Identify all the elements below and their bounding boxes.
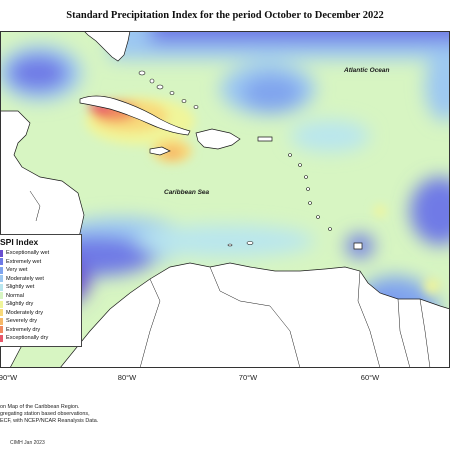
lon-label-90w: 90°W <box>0 373 18 382</box>
legend-item: Extremely wet <box>0 258 78 267</box>
spi-legend: SPI Index Exceptionally wet Extremely wet… <box>0 234 82 347</box>
trinidad-land <box>353 242 363 250</box>
legend-item: Very wet <box>0 266 78 275</box>
lon-label-80w: 80°W <box>117 373 137 382</box>
legend-swatch <box>0 275 3 283</box>
legend-items: Exceptionally wet Extremely wet Very wet Mo… <box>0 249 78 343</box>
legend-item: Moderately wet <box>0 275 78 284</box>
legend-item: Moderately dry <box>0 309 78 318</box>
puerto-rico-land <box>257 136 273 142</box>
credit-line: ECF, with NCEP/NCAR Reanalysis Data. <box>0 418 99 424</box>
legend-swatch <box>0 309 3 317</box>
legend-label: Exceptionally dry <box>6 335 49 342</box>
legend-item: Extremely dry <box>0 326 78 335</box>
south-america-land <box>59 262 450 368</box>
legend-item: Slightly dry <box>0 300 78 309</box>
legend-swatch <box>0 317 3 325</box>
hispaniola-land <box>195 128 241 150</box>
legend-label: Slightly dry <box>6 301 34 308</box>
map-title: Standard Precipitation Index for the per… <box>66 10 384 21</box>
legend-label: Very wet <box>6 267 28 274</box>
lon-label-60w: 60°W <box>360 373 380 382</box>
credit-line: gregating station based observations, <box>0 411 90 417</box>
legend-swatch <box>0 326 3 334</box>
legend-label: Exceptionally wet <box>6 250 50 257</box>
atlantic-ocean-label: Atlantic Ocean <box>343 67 390 74</box>
legend-item: Exceptionally dry <box>0 334 78 343</box>
legend-swatch <box>0 292 3 300</box>
legend-swatch <box>0 249 3 257</box>
legend-label: Normal <box>6 292 25 299</box>
legend-swatch <box>0 283 3 291</box>
footer-text: CIMH Jan 2023 <box>10 440 45 446</box>
legend-swatch <box>0 300 3 308</box>
cuba-land <box>79 95 191 136</box>
legend-label: Moderately dry <box>6 309 43 316</box>
legend-item: Severely dry <box>0 317 78 326</box>
credit-line: on Map of the Caribbean Region. <box>0 404 80 410</box>
lon-label-70w: 70°W <box>238 373 258 382</box>
jamaica-land <box>149 146 171 156</box>
map-credits: on Map of the Caribbean Region. gregatin… <box>0 404 98 425</box>
legend-label: Severely dry <box>6 318 38 325</box>
legend-item: Slightly wet <box>0 283 78 292</box>
legend-swatch <box>0 266 3 274</box>
legend-label: Extremely dry <box>6 326 41 333</box>
legend-label: Slightly wet <box>6 284 35 291</box>
caribbean-sea-label: Caribbean Sea <box>164 189 210 196</box>
small-islands <box>138 70 332 247</box>
country-borders <box>29 190 431 368</box>
legend-title: SPI Index <box>0 237 39 247</box>
legend-item: Exceptionally wet <box>0 249 78 258</box>
legend-label: Moderately wet <box>6 275 44 282</box>
florida-land <box>83 31 131 62</box>
legend-swatch <box>0 258 3 266</box>
legend-swatch <box>0 334 3 342</box>
legend-item: Normal <box>0 292 78 301</box>
legend-label: Extremely wet <box>6 258 42 265</box>
